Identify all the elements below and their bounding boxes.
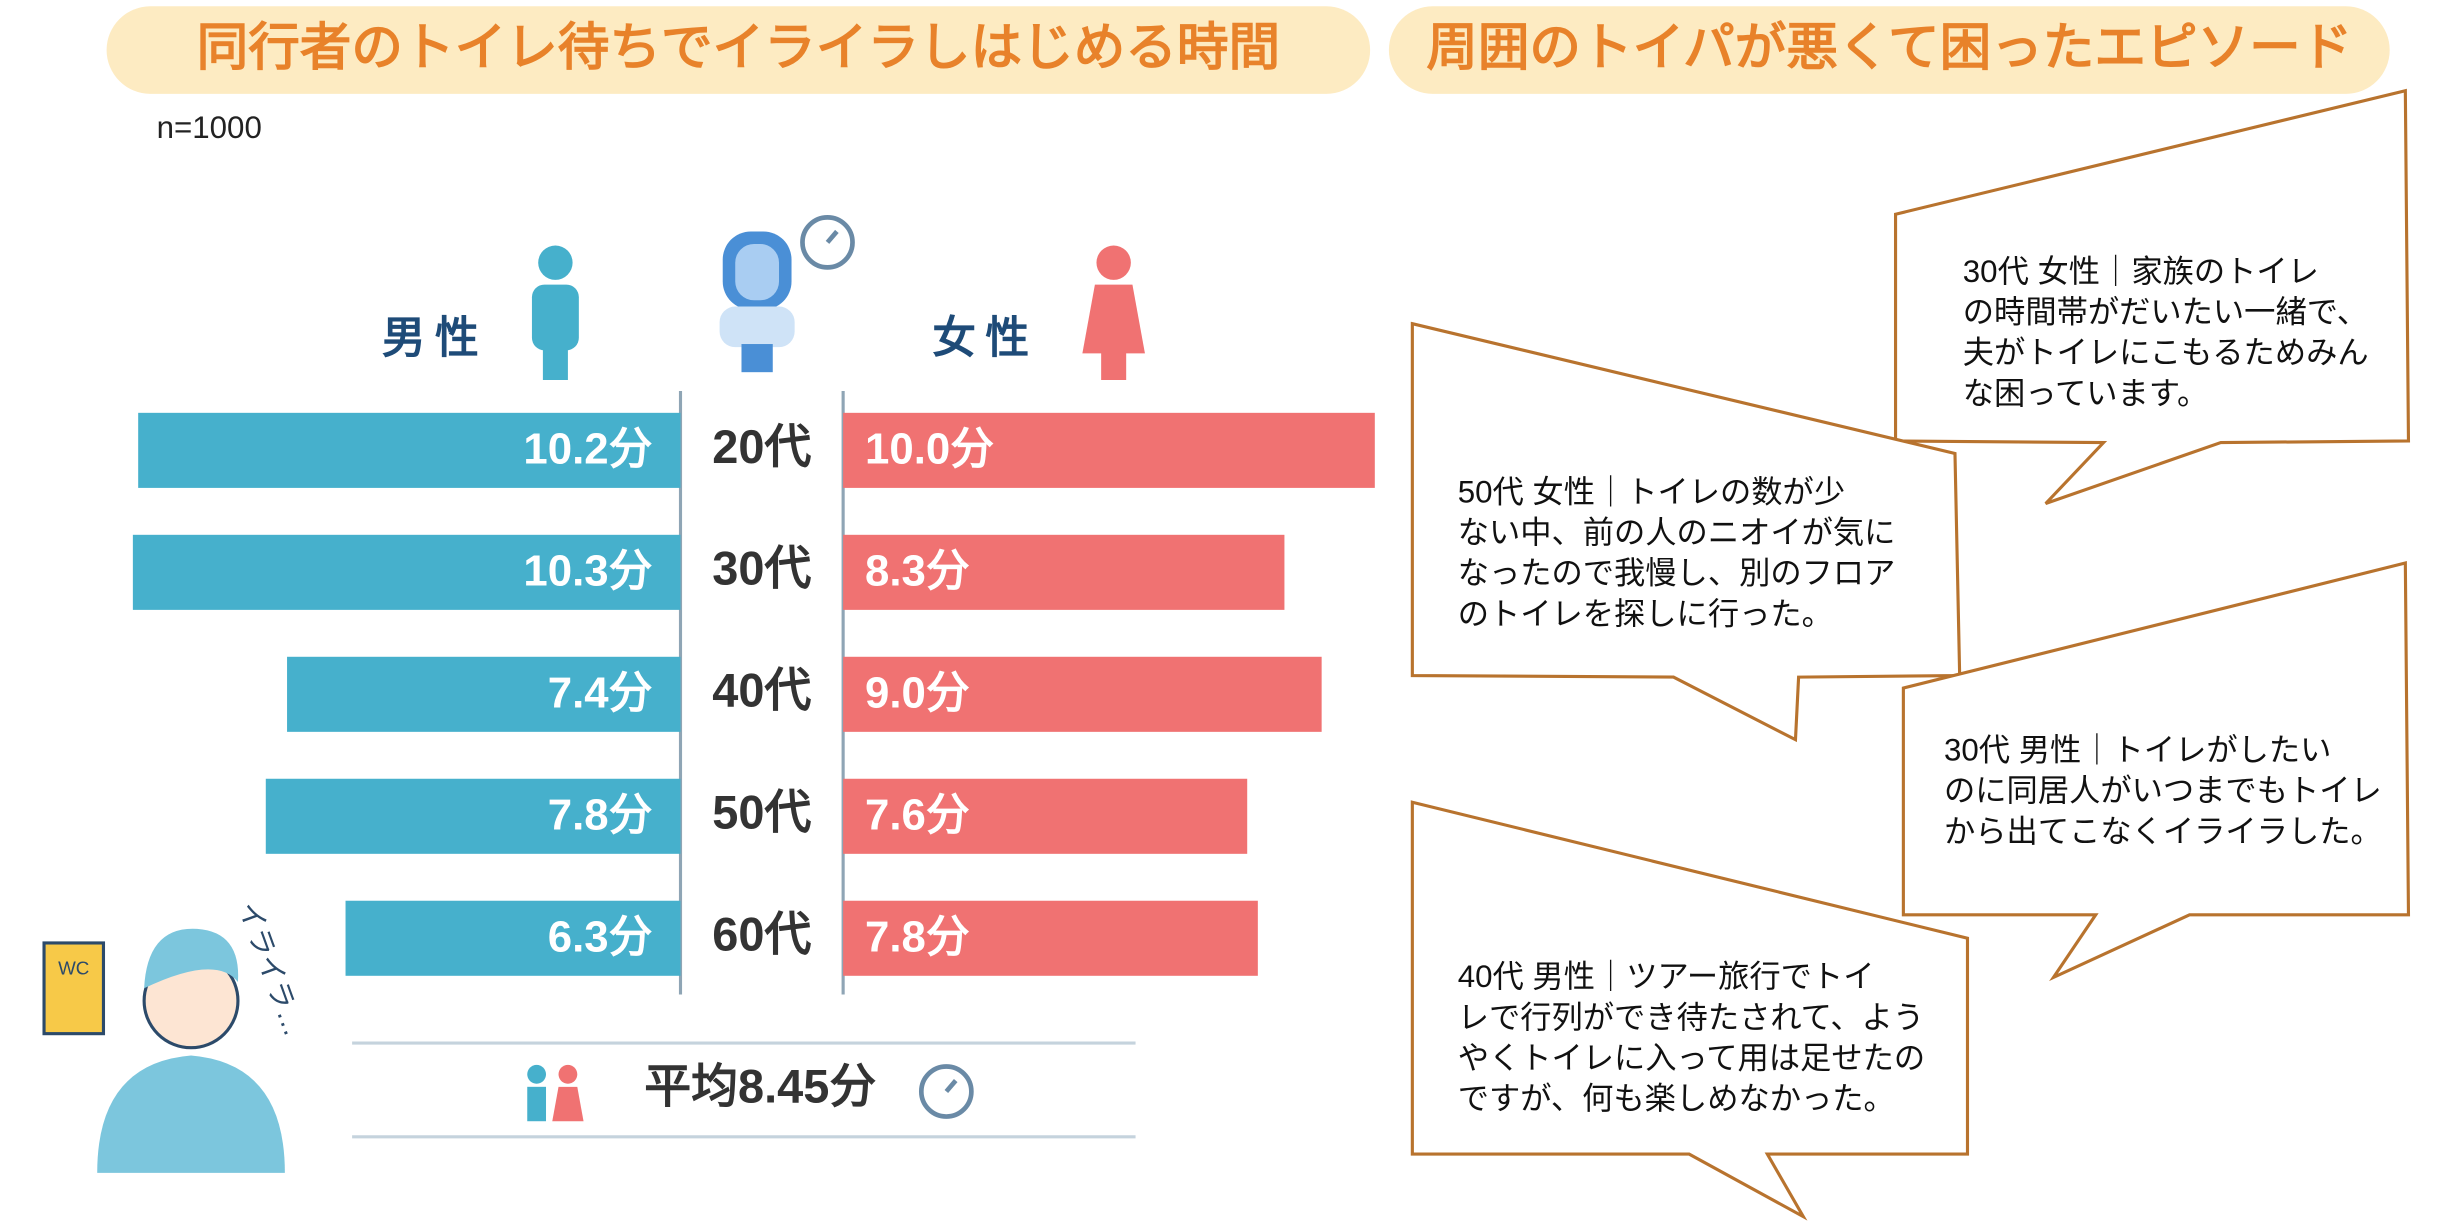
speech-bubble	[1901, 560, 2411, 982]
episode-text: 30代 男性｜トイレがしたい	[1944, 732, 2331, 767]
episode-text: ですが、何も楽しめなかった。	[1458, 1081, 1895, 1116]
average: 平均8.45分	[644, 1060, 876, 1112]
series-label: 男性	[382, 313, 488, 362]
value-label: 10.3分	[523, 546, 652, 595]
episode-text: のに同居人がいつまでもトイレ	[1944, 773, 2382, 808]
title-pill	[106, 6, 1371, 94]
wc-sign: WC	[58, 957, 89, 978]
value-label: 7.8分	[865, 912, 970, 961]
category-label: 40代	[712, 665, 811, 717]
title: 周囲のトイパが悪くて困ったエピソード	[1426, 18, 2352, 76]
value-label: 8.3分	[865, 546, 970, 595]
category-label: 20代	[712, 421, 811, 473]
bar	[132, 534, 681, 610]
value-label: 9.0分	[865, 668, 970, 717]
speech-bubble	[1893, 88, 2411, 506]
bar	[287, 656, 681, 732]
episode-text: のトイレを探しに行った。	[1458, 596, 1833, 631]
sample-size: n=1000	[157, 110, 262, 145]
value-label: 7.6分	[865, 790, 970, 839]
episode-text: な困っています。	[1963, 376, 2208, 411]
kid-illustration	[42, 928, 285, 1173]
episode-text: 30代 女性｜家族のトイレ	[1963, 254, 2319, 289]
category-label: 50代	[712, 787, 811, 839]
bar	[345, 900, 681, 976]
episode-text: 40代 男性｜ツアー旅行でトイ	[1458, 959, 1875, 994]
bar	[843, 412, 1375, 488]
bar	[843, 534, 1285, 610]
episode-text: なったので我慢し、別のフロア	[1458, 556, 1896, 591]
bar	[138, 412, 681, 488]
category-label: 30代	[712, 543, 811, 595]
toilet-icon	[719, 215, 855, 373]
value-label: 6.3分	[548, 912, 653, 961]
episode-text: レで行列ができ待たされて、よう	[1458, 1000, 1924, 1035]
bar	[265, 778, 681, 854]
value-label: 10.2分	[523, 424, 652, 473]
speech-bubble	[1410, 321, 1962, 743]
value-label: 7.8分	[548, 790, 653, 839]
episode-text: の時間帯がだいたい一緒で、	[1963, 295, 2368, 330]
episode-text: 夫がトイレにこもるためみん	[1963, 335, 2369, 370]
episode-text: から出てこなくイライラした。	[1944, 814, 2382, 849]
episode-text: ない中、前の人のニオイが気に	[1458, 515, 1896, 550]
value-label: 10.0分	[865, 424, 994, 473]
series-label: 女性	[932, 313, 1038, 362]
male-icon	[531, 245, 579, 380]
avg-icon	[527, 1064, 974, 1122]
category-label: 60代	[712, 909, 811, 961]
title-pill	[1388, 6, 2390, 94]
female-icon	[1082, 245, 1145, 380]
episode-text: やくトイレに入って用は足せたの	[1458, 1041, 1925, 1076]
value-label: 7.4分	[548, 668, 653, 717]
speech-bubble	[1410, 800, 1970, 1221]
bar	[843, 656, 1322, 732]
episode-text: 50代 女性｜トイレの数が少	[1458, 474, 1845, 509]
bar	[843, 900, 1258, 976]
bar	[843, 778, 1248, 854]
title: 同行者のトイレ待ちでイライラしはじめる時間	[197, 18, 1280, 76]
irairah-text: イライラ…	[233, 897, 310, 1040]
